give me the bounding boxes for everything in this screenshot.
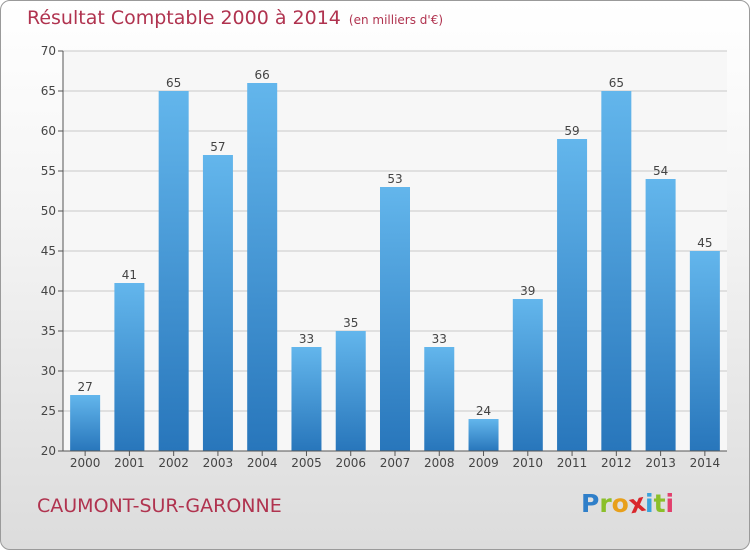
bar-value-label-2013: 54 [653,164,668,178]
x-tick-label-2001: 2001 [114,456,145,470]
x-tick-label-2011: 2011 [557,456,588,470]
y-tick-label-20: 20 [41,444,56,458]
bar-value-label-2002: 65 [166,76,181,90]
bar-value-label-2006: 35 [343,316,358,330]
bar-value-label-2007: 53 [387,172,402,186]
title-main: Résultat Comptable 2000 à 2014 [27,7,341,29]
x-tick-label-2002: 2002 [158,456,189,470]
logo-letter: o [611,489,629,518]
bar-value-label-2008: 33 [432,332,447,346]
bar-value-label-2005: 33 [299,332,314,346]
bar-2003 [202,155,233,451]
axes: 20 25 30 35 40 45 50 55 60 65 70 2000 2001 2002 2003 20… [41,44,727,470]
bar-2011 [557,139,588,451]
title-unit: (en milliers d'€) [348,13,444,27]
y-tick-label-35: 35 [41,324,56,338]
bar-value-label-2010: 39 [520,284,535,298]
y-tick-label-70: 70 [41,44,56,58]
y-tick-label-30: 30 [41,364,56,378]
bar-2012 [601,91,632,451]
bar-value-label-2009: 24 [476,404,491,418]
bar-value-label-2014: 45 [697,236,712,250]
bar-2014 [689,251,720,451]
city-name: CAUMONT-SUR-GARONNE [37,495,282,517]
x-tick-label-2005: 2005 [291,456,322,470]
y-tick-label-60: 60 [41,124,56,138]
bar-2006 [335,331,366,451]
x-tick-label-2009: 2009 [468,456,499,470]
x-tick-label-2010: 2010 [513,456,544,470]
bar-2000 [70,395,101,451]
bar-value-label-2000: 27 [77,380,92,394]
x-tick-label-2008: 2008 [424,456,455,470]
y-tick-label-40: 40 [41,284,56,298]
x-tick-label-2013: 2013 [645,456,676,470]
bar-2010 [512,299,543,451]
bar-value-label-2012: 65 [609,76,624,90]
x-tick-label-2012: 2012 [601,456,632,470]
x-tick-label-2000: 2000 [70,456,101,470]
x-tick-label-2004: 2004 [247,456,278,470]
x-tick-label-2003: 2003 [203,456,234,470]
bar-2004 [247,83,278,451]
x-tick-label-2006: 2006 [335,456,366,470]
bar-value-label-2004: 66 [255,68,270,82]
bar-2007 [380,187,410,451]
chart-title: Résultat Comptable 2000 à 2014 (en millie… [27,7,443,29]
proxiti-logo: Proxiti [581,488,675,520]
x-tick-label-2014: 2014 [690,456,721,470]
y-tick-label-45: 45 [41,244,56,258]
y-tick-label-25: 25 [41,404,56,418]
logo-letter: i [665,489,675,518]
bar-2009 [468,419,499,451]
bar-value-label-2003: 57 [210,140,225,154]
bars: 27 41 65 57 66 33 35 53 33 24 39 59 65 54 45 [70,68,720,451]
bar-value-label-2011: 59 [564,124,579,138]
y-tick-label-65: 65 [41,84,56,98]
bar-2005 [291,347,322,451]
bar-value-label-2001: 41 [122,268,137,282]
bar-2001 [114,283,145,451]
logo-letter: t [653,489,666,518]
y-tick-label-50: 50 [41,204,56,218]
logo-letter: r [599,489,612,518]
bar-2013 [645,179,676,451]
bar-2002 [158,91,189,451]
logo-letter: i [645,489,654,518]
x-tick-label-2007: 2007 [380,456,411,470]
bar-2008 [424,347,455,451]
logo-letter: P [581,489,600,518]
y-tick-label-55: 55 [41,164,56,178]
